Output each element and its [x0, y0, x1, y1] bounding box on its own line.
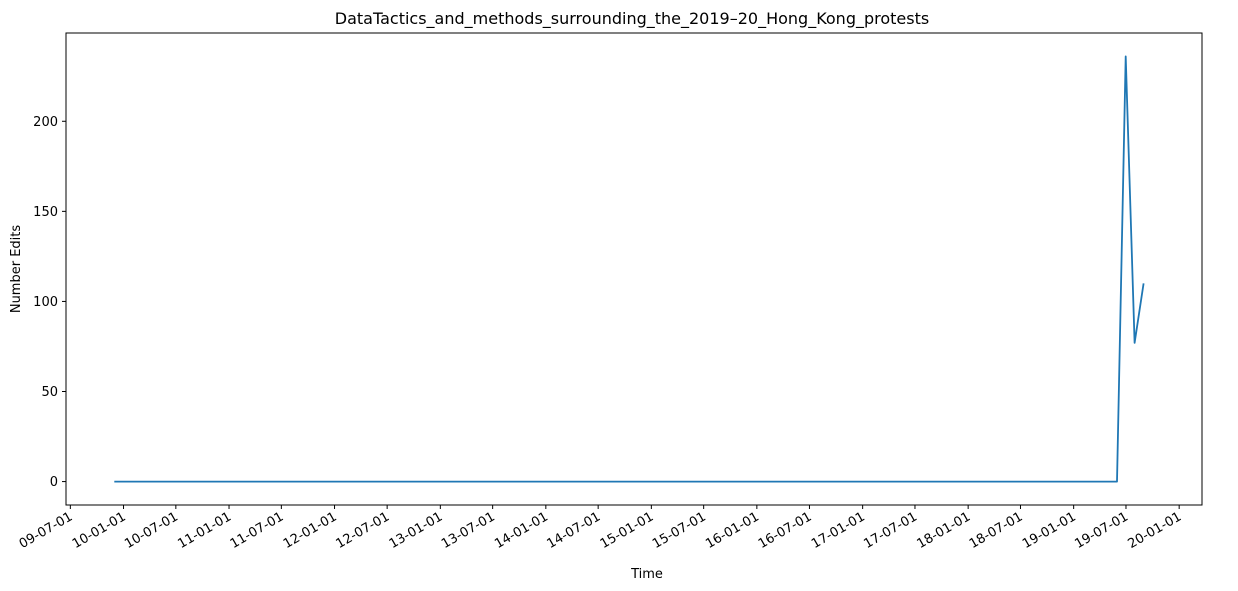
x-tick-label: 10-07-01 [122, 509, 181, 551]
x-tick-label: 13-07-01 [439, 509, 498, 551]
y-tick-label: 50 [41, 385, 58, 400]
x-tick-label: 14-07-01 [545, 509, 604, 551]
series-line [114, 55, 1145, 483]
chart-title: DataTactics_and_methods_surrounding_the_… [335, 9, 929, 29]
x-tick-label: 15-01-01 [598, 509, 657, 551]
plot-frame [65, 32, 1203, 506]
x-tick-label: 18-07-01 [967, 509, 1026, 551]
x-tick-label: 13-01-01 [387, 509, 446, 551]
x-tick-label: 12-07-01 [334, 509, 393, 551]
x-tick-label: 09-07-01 [17, 509, 76, 551]
plot-area [114, 55, 1145, 483]
x-axis: 09-07-0110-01-0110-07-0111-01-0111-07-01… [17, 505, 1184, 552]
x-tick-label: 19-07-01 [1072, 509, 1131, 551]
x-tick-label: 18-01-01 [915, 509, 974, 551]
y-tick-label: 200 [33, 115, 58, 130]
x-tick-label: 17-07-01 [861, 509, 920, 551]
x-axis-label: Time [630, 567, 663, 582]
y-tick-label: 100 [33, 295, 58, 310]
y-tick-label: 150 [33, 205, 58, 220]
x-tick-label: 16-01-01 [703, 509, 762, 551]
x-tick-label: 12-01-01 [281, 509, 340, 551]
y-axis-label: Number Edits [9, 225, 24, 314]
x-tick-label: 20-01-01 [1126, 509, 1185, 551]
x-tick-label: 14-01-01 [492, 509, 551, 551]
x-tick-label: 11-07-01 [228, 509, 287, 551]
y-axis: 0 50 100 150 200 [33, 115, 66, 490]
x-tick-label: 17-01-01 [809, 509, 868, 551]
x-tick-label: 10-01-01 [70, 509, 129, 551]
x-tick-label: 16-07-01 [756, 509, 815, 551]
x-tick-label: 11-01-01 [175, 509, 234, 551]
x-tick-label: 19-01-01 [1020, 509, 1079, 551]
y-tick-label: 0 [50, 475, 58, 490]
x-tick-label: 15-07-01 [650, 509, 709, 551]
